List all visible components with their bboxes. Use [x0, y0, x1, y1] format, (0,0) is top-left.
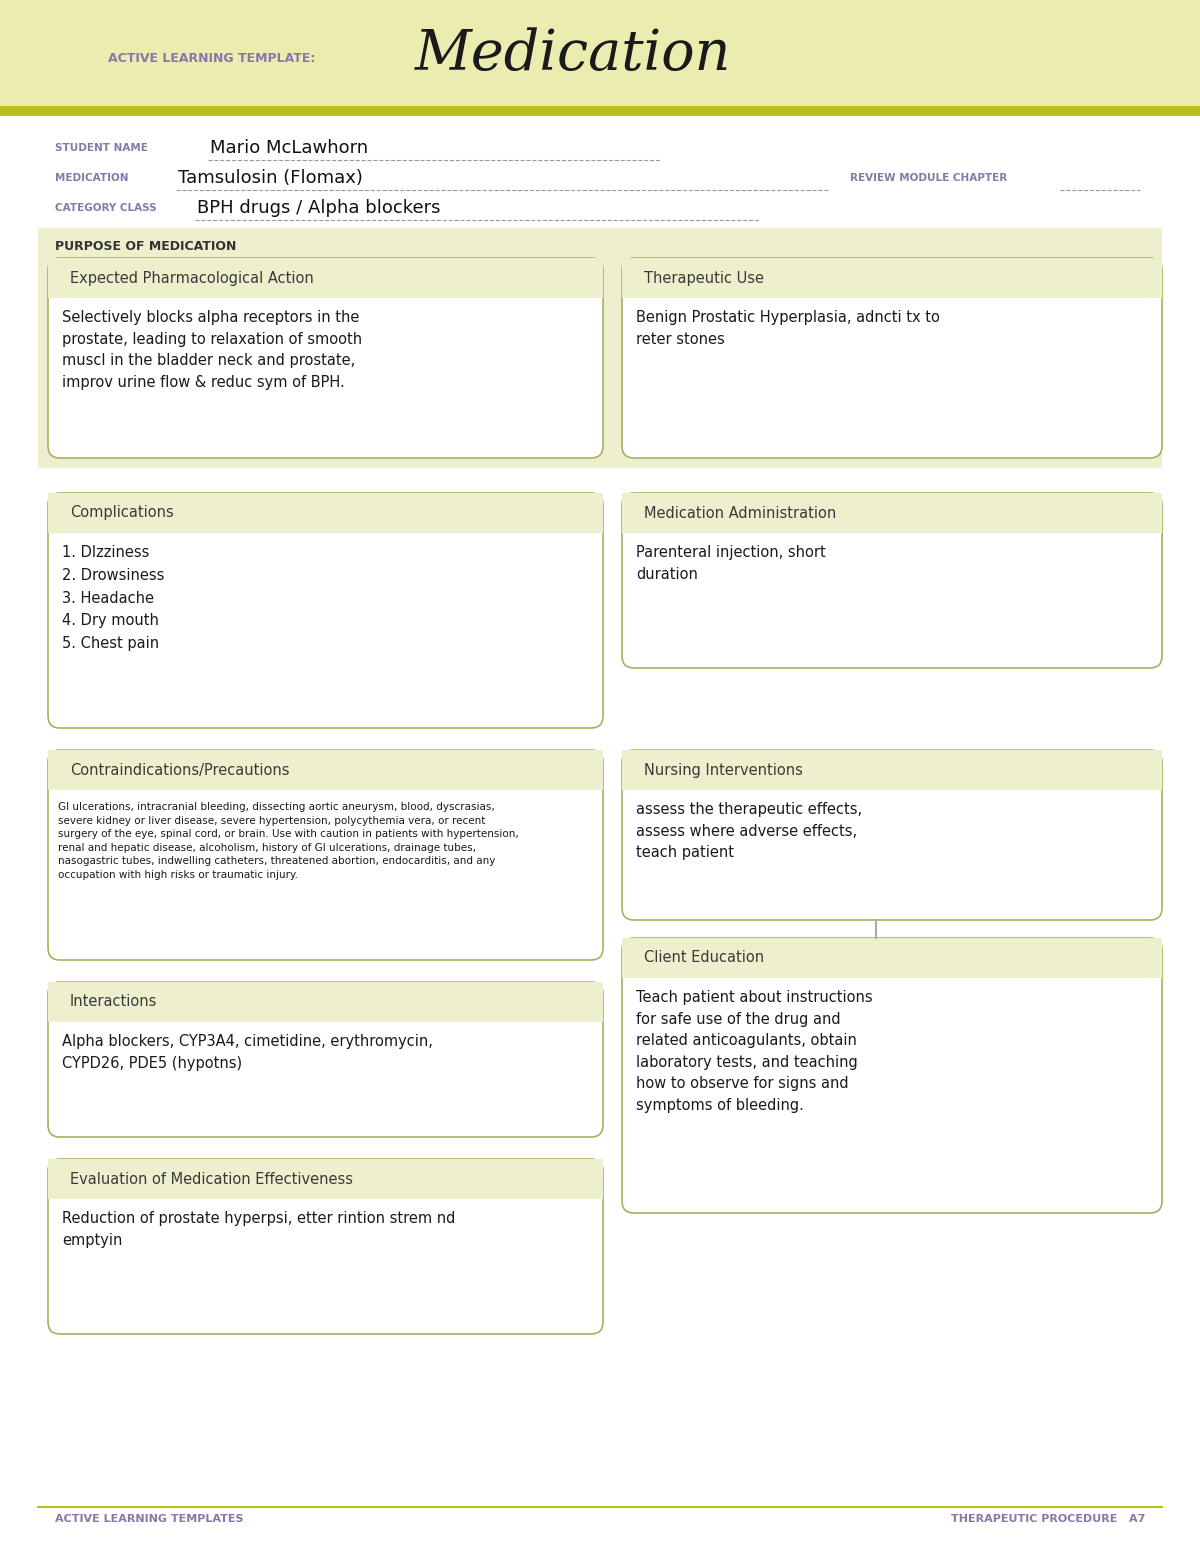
Text: Alpha blockers, CYP3A4, cimetidine, erythromycin,
CYPD26, PDE5 (hypotns): Alpha blockers, CYP3A4, cimetidine, eryt…	[62, 1034, 433, 1070]
Bar	[0, 0, 1200, 109]
FancyBboxPatch shape	[48, 750, 604, 960]
Text: ACTIVE LEARNING TEMPLATES: ACTIVE LEARNING TEMPLATES	[55, 1514, 244, 1523]
Text: Benign Prostatic Hyperplasia, adncti tx to
reter stones: Benign Prostatic Hyperplasia, adncti tx …	[636, 311, 940, 346]
Bar	[622, 258, 1162, 298]
Bar	[48, 258, 604, 298]
Text: Client Education: Client Education	[644, 950, 764, 966]
FancyBboxPatch shape	[622, 258, 1162, 458]
Bar	[622, 492, 1162, 533]
Text: REVIEW MODULE CHAPTER: REVIEW MODULE CHAPTER	[850, 172, 1007, 183]
FancyBboxPatch shape	[48, 981, 604, 1137]
Bar	[0, 106, 1200, 116]
Bar	[48, 1159, 604, 1199]
Bar	[622, 750, 1162, 790]
Text: Contraindications/Precautions: Contraindications/Precautions	[70, 763, 289, 778]
Text: PURPOSE OF MEDICATION: PURPOSE OF MEDICATION	[55, 239, 236, 253]
Text: assess the therapeutic effects,
assess where adverse effects,
teach patient: assess the therapeutic effects, assess w…	[636, 801, 862, 860]
Text: Expected Pharmacological Action: Expected Pharmacological Action	[70, 270, 313, 286]
Text: THERAPEUTIC PROCEDURE   A7: THERAPEUTIC PROCEDURE A7	[950, 1514, 1145, 1523]
Text: Teach patient about instructions
for safe use of the drug and
related anticoagul: Teach patient about instructions for saf…	[636, 989, 872, 1114]
Text: Selectively blocks alpha receptors in the
prostate, leading to relaxation of smo: Selectively blocks alpha receptors in th…	[62, 311, 362, 390]
Text: Reduction of prostate hyperpsi, etter rintion strem nd
emptyin: Reduction of prostate hyperpsi, etter ri…	[62, 1211, 455, 1247]
Bar	[48, 981, 604, 1022]
Text: Complications: Complications	[70, 505, 174, 520]
Bar	[48, 492, 604, 533]
Text: Medication Administration: Medication Administration	[644, 505, 836, 520]
FancyBboxPatch shape	[622, 492, 1162, 668]
Text: Evaluation of Medication Effectiveness: Evaluation of Medication Effectiveness	[70, 1171, 353, 1186]
Text: BPH drugs / Alpha blockers: BPH drugs / Alpha blockers	[197, 199, 440, 217]
Text: Interactions: Interactions	[70, 994, 157, 1009]
Bar	[38, 228, 1162, 467]
Bar	[622, 938, 1162, 978]
Text: Nursing Interventions: Nursing Interventions	[644, 763, 803, 778]
FancyBboxPatch shape	[48, 492, 604, 728]
Text: Tamsulosin (Flomax): Tamsulosin (Flomax)	[178, 169, 362, 186]
FancyBboxPatch shape	[48, 258, 604, 458]
Text: 1. DIzziness
2. Drowsiness
3. Headache
4. Dry mouth
5. Chest pain: 1. DIzziness 2. Drowsiness 3. Headache 4…	[62, 545, 164, 651]
Bar	[48, 750, 604, 790]
Text: CATEGORY CLASS: CATEGORY CLASS	[55, 203, 157, 213]
Text: STUDENT NAME: STUDENT NAME	[55, 143, 148, 154]
FancyBboxPatch shape	[622, 750, 1162, 919]
Text: Parenteral injection, short
duration: Parenteral injection, short duration	[636, 545, 826, 582]
FancyBboxPatch shape	[622, 938, 1162, 1213]
Text: Therapeutic Use: Therapeutic Use	[644, 270, 764, 286]
Text: MEDICATION: MEDICATION	[55, 172, 128, 183]
Text: Medication: Medication	[415, 28, 731, 82]
Text: ACTIVE LEARNING TEMPLATE:: ACTIVE LEARNING TEMPLATE:	[108, 51, 316, 65]
Text: GI ulcerations, intracranial bleeding, dissecting aortic aneurysm, blood, dyscra: GI ulcerations, intracranial bleeding, d…	[58, 801, 518, 881]
FancyBboxPatch shape	[48, 1159, 604, 1334]
Text: Mario McLawhorn: Mario McLawhorn	[210, 140, 368, 157]
